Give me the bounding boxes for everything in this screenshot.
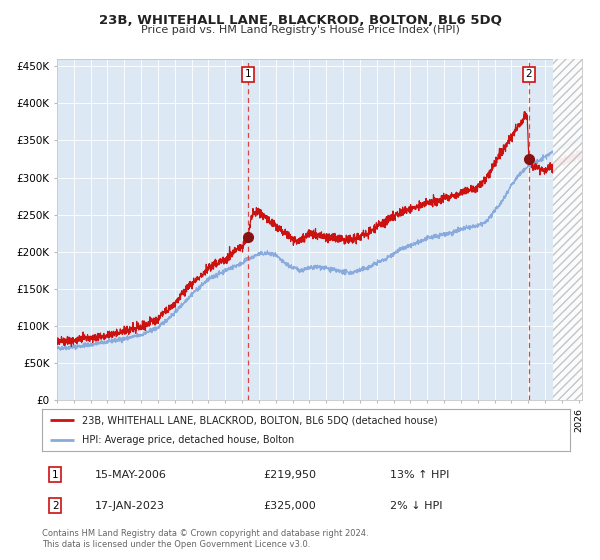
Text: 2% ↓ HPI: 2% ↓ HPI: [391, 501, 443, 511]
Text: Price paid vs. HM Land Registry's House Price Index (HPI): Price paid vs. HM Land Registry's House …: [140, 25, 460, 35]
Text: 23B, WHITEHALL LANE, BLACKROD, BOLTON, BL6 5DQ: 23B, WHITEHALL LANE, BLACKROD, BOLTON, B…: [98, 14, 502, 27]
Text: 17-JAN-2023: 17-JAN-2023: [95, 501, 165, 511]
Text: 13% ↑ HPI: 13% ↑ HPI: [391, 470, 450, 480]
Text: 2: 2: [526, 69, 532, 79]
Text: 2: 2: [52, 501, 59, 511]
Text: Contains HM Land Registry data © Crown copyright and database right 2024.
This d: Contains HM Land Registry data © Crown c…: [42, 529, 368, 549]
Text: £219,950: £219,950: [264, 470, 317, 480]
Text: 23B, WHITEHALL LANE, BLACKROD, BOLTON, BL6 5DQ (detached house): 23B, WHITEHALL LANE, BLACKROD, BOLTON, B…: [82, 415, 437, 425]
Bar: [553, 59, 582, 400]
Text: 1: 1: [52, 470, 59, 480]
Text: HPI: Average price, detached house, Bolton: HPI: Average price, detached house, Bolt…: [82, 435, 294, 445]
Text: 15-MAY-2006: 15-MAY-2006: [95, 470, 167, 480]
Text: 1: 1: [245, 69, 251, 79]
Text: £325,000: £325,000: [264, 501, 317, 511]
